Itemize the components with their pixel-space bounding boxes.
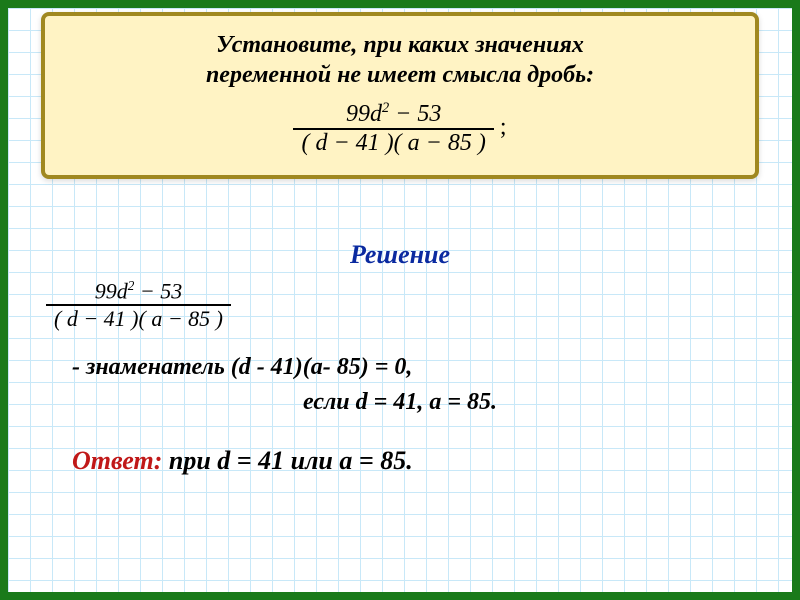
- restated-formula: 99d2 − 53 ( d − 41 )( a − 85 ): [46, 278, 792, 332]
- answer-line: Ответ: при d = 41 или a = 85.: [72, 446, 792, 476]
- problem-box: Установите, при каких значениях переменн…: [41, 12, 759, 179]
- solution-area: Решение 99d2 − 53 ( d − 41 )( a − 85 ) -…: [8, 240, 792, 476]
- problem-title: Установите, при каких значениях переменн…: [65, 30, 735, 90]
- answer-label: Ответ:: [72, 446, 162, 475]
- step-prefix: - знаменатель: [72, 354, 231, 380]
- answer-text: при d = 41 или a = 85.: [162, 446, 412, 475]
- title-line-2: переменной не имеет смысла дробь:: [206, 62, 594, 88]
- step-line-1: - знаменатель (d - 41)(a- 85) = 0,: [72, 350, 792, 385]
- grid-paper: Установите, при каких значениях переменн…: [8, 8, 792, 592]
- restated-fraction: 99d2 − 53 ( d − 41 )( a − 85 ): [46, 278, 231, 332]
- solution-heading: Решение: [8, 240, 792, 270]
- restated-numerator: 99d2 − 53: [46, 278, 231, 306]
- title-line-1: Установите, при каких значениях: [216, 32, 584, 58]
- denominator: ( d − 41 )( a − 85 ): [293, 130, 493, 157]
- problem-formula: 99d2 − 53 ( d − 41 )( a − 85 ) ;: [65, 100, 735, 157]
- restated-denominator: ( d − 41 )( a − 85 ): [46, 306, 231, 332]
- step-equation: (d - 41)(a- 85) = 0,: [231, 354, 413, 380]
- problem-fraction: 99d2 − 53 ( d − 41 )( a − 85 ): [293, 100, 493, 157]
- step-line-2: если d = 41, a = 85.: [8, 385, 792, 420]
- numerator: 99d2 − 53: [293, 100, 493, 130]
- formula-trailing: ;: [500, 114, 507, 140]
